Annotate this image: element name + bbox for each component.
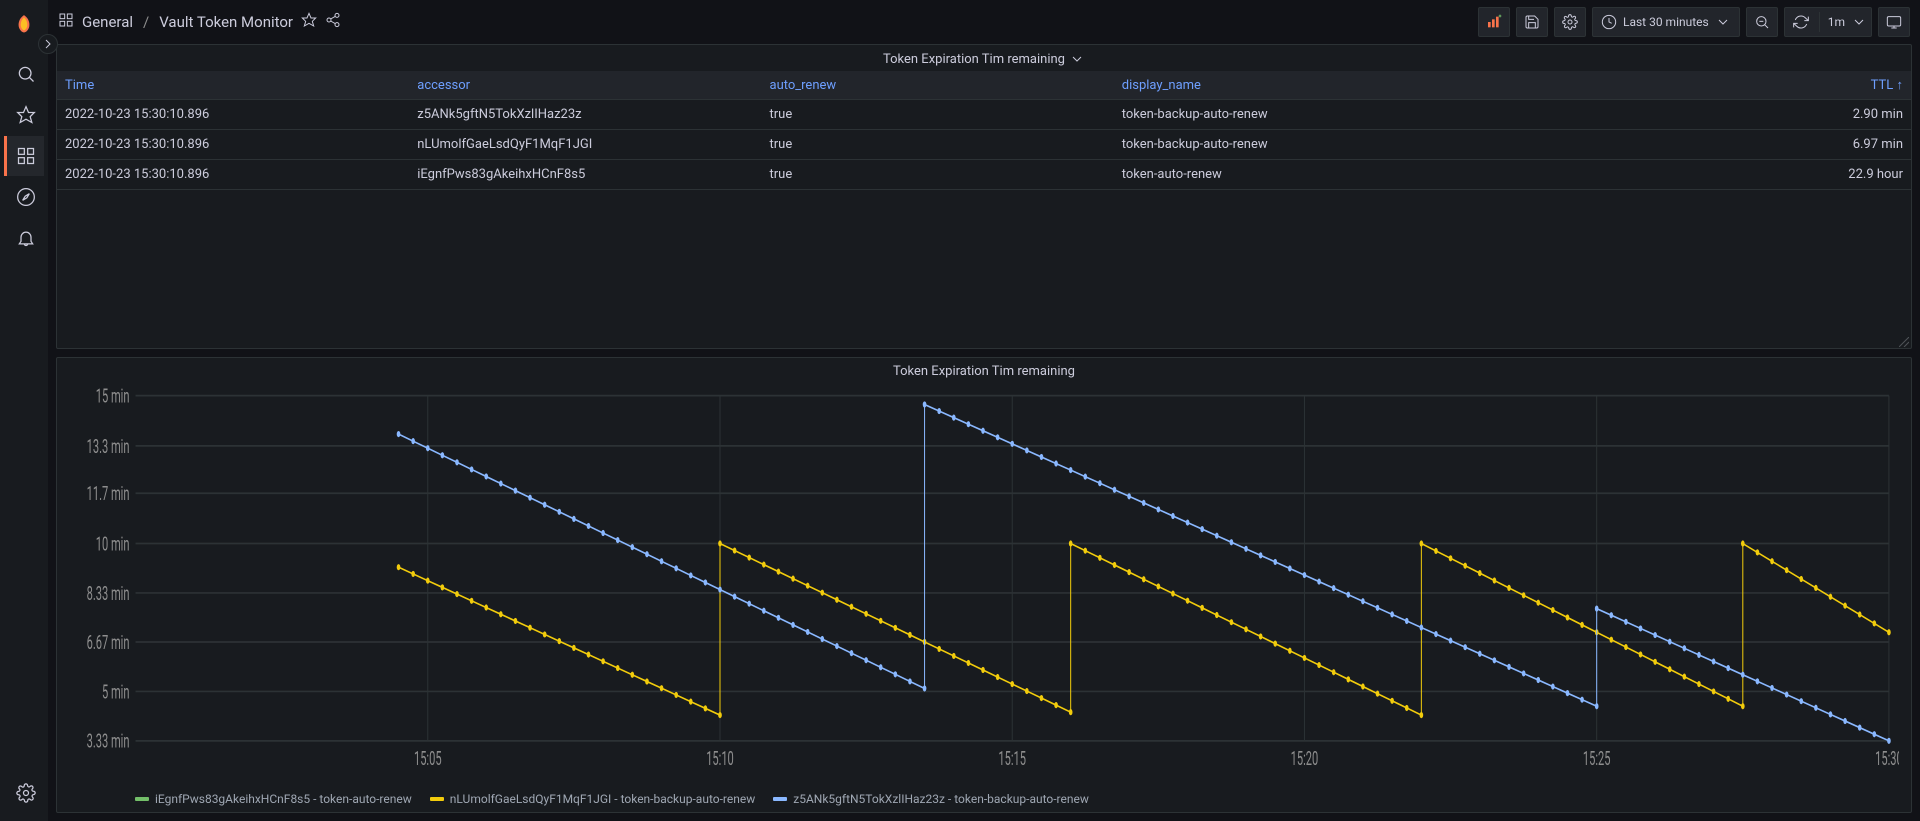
nav-alerting[interactable] bbox=[4, 218, 44, 258]
timeseries-chart[interactable]: 3.33 min 5 min 6.67 min 8.33 min 10 min 11.7 … bbox=[65, 387, 1899, 784]
svg-text:15:15: 15:15 bbox=[998, 748, 1026, 770]
svg-text:13.3 min: 13.3 min bbox=[87, 436, 130, 458]
time-range-picker[interactable]: Last 30 minutes bbox=[1592, 7, 1740, 37]
add-panel-button[interactable] bbox=[1478, 7, 1510, 37]
nav-explore[interactable] bbox=[4, 177, 44, 217]
nav-starred[interactable] bbox=[4, 95, 44, 135]
table-panel-title[interactable]: Token Expiration Tim remaining bbox=[57, 45, 1911, 71]
svg-text:15:25: 15:25 bbox=[1583, 748, 1611, 770]
column-auto[interactable]: auto_renew bbox=[762, 71, 1114, 100]
svg-text:6.67 min: 6.67 min bbox=[87, 632, 130, 654]
column-time[interactable]: Time bbox=[57, 71, 409, 100]
svg-text:8.33 min: 8.33 min bbox=[87, 583, 130, 605]
column-accessor[interactable]: accessor bbox=[409, 71, 761, 100]
chart-panel-title[interactable]: Token Expiration Tim remaining bbox=[57, 358, 1911, 383]
nav-search[interactable] bbox=[4, 54, 44, 94]
table-panel: Token Expiration Tim remaining Timeacces… bbox=[56, 44, 1912, 349]
legend-swatch bbox=[773, 797, 787, 801]
grafana-logo[interactable] bbox=[10, 12, 38, 40]
svg-text:10 min: 10 min bbox=[96, 533, 130, 555]
view-mode-button[interactable] bbox=[1878, 7, 1910, 37]
svg-text:15 min: 15 min bbox=[96, 387, 130, 407]
nav-dashboards[interactable] bbox=[4, 136, 44, 176]
star-icon[interactable] bbox=[301, 12, 317, 32]
refresh-button[interactable]: 1m bbox=[1784, 7, 1872, 37]
svg-text:15:05: 15:05 bbox=[414, 748, 442, 770]
zoom-out-button[interactable] bbox=[1746, 7, 1778, 37]
svg-text:15:10: 15:10 bbox=[706, 748, 734, 770]
legend-item[interactable]: nLUmolfGaeLsdQyF1MqF1JGI - token-backup-… bbox=[430, 792, 755, 806]
svg-text:5 min: 5 min bbox=[102, 681, 129, 703]
svg-text:3.33 min: 3.33 min bbox=[87, 731, 130, 753]
legend-swatch bbox=[135, 797, 149, 801]
time-range-label: Last 30 minutes bbox=[1623, 15, 1709, 29]
dashboard-settings-button[interactable] bbox=[1554, 7, 1586, 37]
legend-label: nLUmolfGaeLsdQyF1MqF1JGI - token-backup-… bbox=[450, 792, 755, 806]
breadcrumb-dashboard[interactable]: Vault Token Monitor bbox=[159, 13, 293, 31]
legend-label: z5ANk5gftN5TokXzlIHaz23z - token-backup-… bbox=[793, 792, 1089, 806]
refresh-interval-label: 1m bbox=[1828, 15, 1845, 29]
legend-swatch bbox=[430, 797, 444, 801]
legend-label: iEgnfPws83gAkeihxHCnF8s5 - token-auto-re… bbox=[155, 792, 412, 806]
breadcrumb-separator: / bbox=[143, 13, 149, 31]
legend-item[interactable]: z5ANk5gftN5TokXzlIHaz23z - token-backup-… bbox=[773, 792, 1089, 806]
expand-sidebar-button[interactable] bbox=[38, 34, 58, 54]
legend-item[interactable]: iEgnfPws83gAkeihxHCnF8s5 - token-auto-re… bbox=[135, 792, 412, 806]
table-row[interactable]: 2022-10-23 15:30:10.896iEgnfPws83gAkeihx… bbox=[57, 160, 1911, 190]
breadcrumb-folder[interactable]: General bbox=[82, 13, 133, 31]
save-button[interactable] bbox=[1516, 7, 1548, 37]
chart-legend: iEgnfPws83gAkeihxHCnF8s5 - token-auto-re… bbox=[57, 788, 1911, 812]
svg-text:11.7 min: 11.7 min bbox=[87, 483, 130, 505]
share-icon[interactable] bbox=[325, 12, 341, 32]
resize-handle[interactable] bbox=[1899, 336, 1909, 346]
table-row[interactable]: 2022-10-23 15:30:10.896nLUmolfGaeLsdQyF1… bbox=[57, 130, 1911, 160]
dashboards-icon[interactable] bbox=[58, 12, 74, 32]
column-display[interactable]: display_name bbox=[1114, 71, 1466, 100]
table-row[interactable]: 2022-10-23 15:30:10.896z5ANk5gftN5TokXzl… bbox=[57, 100, 1911, 130]
chart-panel: Token Expiration Tim remaining 3.33 min 5… bbox=[56, 357, 1912, 813]
nav-settings[interactable] bbox=[4, 773, 44, 813]
column-ttl[interactable]: TTL ↑ bbox=[1466, 71, 1911, 100]
token-table: Timeaccessorauto_renewdisplay_nameTTL ↑ … bbox=[57, 71, 1911, 190]
svg-text:15:30: 15:30 bbox=[1875, 748, 1899, 770]
svg-text:15:20: 15:20 bbox=[1291, 748, 1319, 770]
